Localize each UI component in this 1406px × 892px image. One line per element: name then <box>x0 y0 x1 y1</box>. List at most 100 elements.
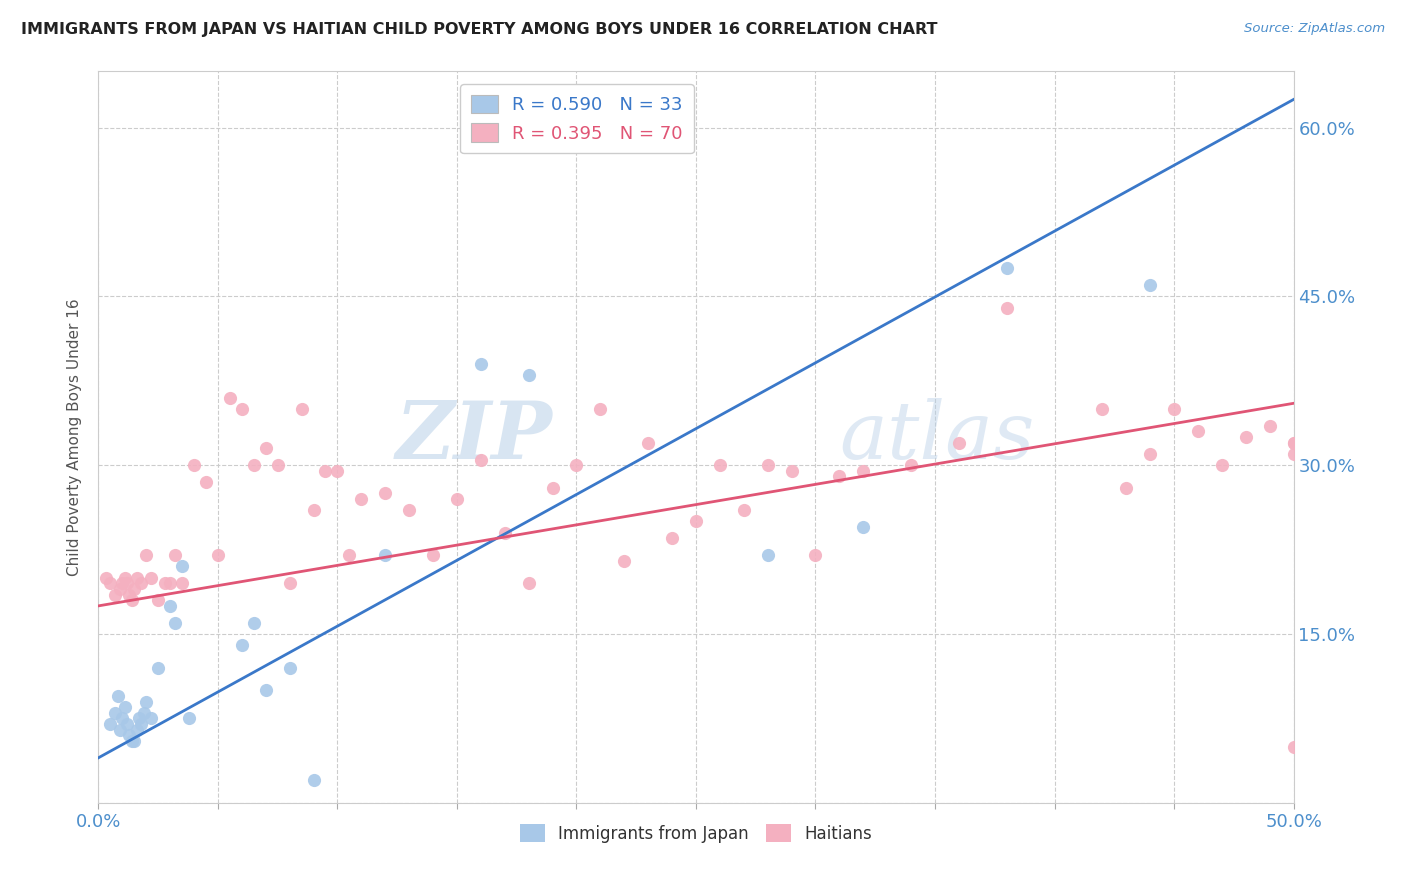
Point <box>139 711 162 725</box>
Point <box>852 464 875 478</box>
Point <box>125 571 148 585</box>
Point <box>852 520 875 534</box>
Point <box>1282 435 1305 450</box>
Point <box>179 711 201 725</box>
Point <box>1282 739 1305 754</box>
Point <box>148 593 170 607</box>
Point <box>94 571 117 585</box>
Point <box>1115 481 1137 495</box>
Text: atlas: atlas <box>839 399 1035 475</box>
Point <box>565 458 588 473</box>
Point <box>131 576 153 591</box>
Point <box>948 435 970 450</box>
Point <box>98 576 122 591</box>
Point <box>446 491 468 506</box>
Point <box>995 261 1018 276</box>
Point <box>118 728 141 742</box>
Legend: Immigrants from Japan, Haitians: Immigrants from Japan, Haitians <box>513 818 879 849</box>
Point <box>1163 401 1185 416</box>
Point <box>121 734 143 748</box>
Point <box>148 661 170 675</box>
Point <box>339 548 361 562</box>
Point <box>733 503 755 517</box>
Point <box>172 559 194 574</box>
Point <box>195 475 218 489</box>
Point <box>183 458 205 473</box>
Point <box>470 357 492 371</box>
Point <box>108 582 131 596</box>
Point <box>541 481 564 495</box>
Point <box>995 301 1018 315</box>
Point <box>114 571 136 585</box>
Point <box>302 503 325 517</box>
Point <box>900 458 922 473</box>
Point <box>804 548 827 562</box>
Point <box>1187 425 1209 439</box>
Point <box>159 576 181 591</box>
Point <box>118 588 141 602</box>
Point <box>108 723 131 737</box>
Point <box>159 599 181 613</box>
Point <box>104 706 127 720</box>
Point <box>267 458 290 473</box>
Point <box>124 582 146 596</box>
Point <box>135 694 157 708</box>
Point <box>685 515 707 529</box>
Point <box>115 576 138 591</box>
Point <box>517 368 540 383</box>
Point <box>231 401 253 416</box>
Point <box>207 548 229 562</box>
Point <box>756 548 779 562</box>
Point <box>135 548 157 562</box>
Point <box>163 548 186 562</box>
Point <box>709 458 731 473</box>
Point <box>589 401 612 416</box>
Point <box>111 576 134 591</box>
Point <box>115 717 138 731</box>
Text: IMMIGRANTS FROM JAPAN VS HAITIAN CHILD POVERTY AMONG BOYS UNDER 16 CORRELATION C: IMMIGRANTS FROM JAPAN VS HAITIAN CHILD P… <box>21 22 938 37</box>
Point <box>1282 435 1305 450</box>
Point <box>128 711 150 725</box>
Point <box>254 442 277 456</box>
Point <box>132 706 155 720</box>
Point <box>104 588 127 602</box>
Point <box>254 683 277 698</box>
Y-axis label: Child Poverty Among Boys Under 16: Child Poverty Among Boys Under 16 <box>67 298 83 576</box>
Point <box>131 717 153 731</box>
Point <box>1211 458 1233 473</box>
Point <box>125 723 148 737</box>
Point <box>243 458 266 473</box>
Point <box>422 548 444 562</box>
Point <box>278 661 301 675</box>
Point <box>155 576 177 591</box>
Point <box>98 717 122 731</box>
Point <box>163 615 186 630</box>
Text: Source: ZipAtlas.com: Source: ZipAtlas.com <box>1244 22 1385 36</box>
Point <box>637 435 659 450</box>
Point <box>1234 430 1257 444</box>
Point <box>1091 401 1114 416</box>
Text: ZIP: ZIP <box>395 399 553 475</box>
Point <box>1258 418 1281 433</box>
Point <box>114 700 136 714</box>
Point <box>517 576 540 591</box>
Point <box>374 486 396 500</box>
Point <box>121 593 143 607</box>
Point <box>302 773 325 788</box>
Point <box>828 469 851 483</box>
Point <box>315 464 337 478</box>
Point <box>374 548 396 562</box>
Point <box>291 401 314 416</box>
Point <box>613 554 636 568</box>
Point <box>243 615 266 630</box>
Point <box>398 503 420 517</box>
Point <box>1282 447 1305 461</box>
Point <box>326 464 349 478</box>
Point <box>350 491 373 506</box>
Point <box>124 734 146 748</box>
Point <box>661 532 683 546</box>
Point <box>139 571 162 585</box>
Point <box>494 525 516 540</box>
Point <box>278 576 301 591</box>
Point <box>756 458 779 473</box>
